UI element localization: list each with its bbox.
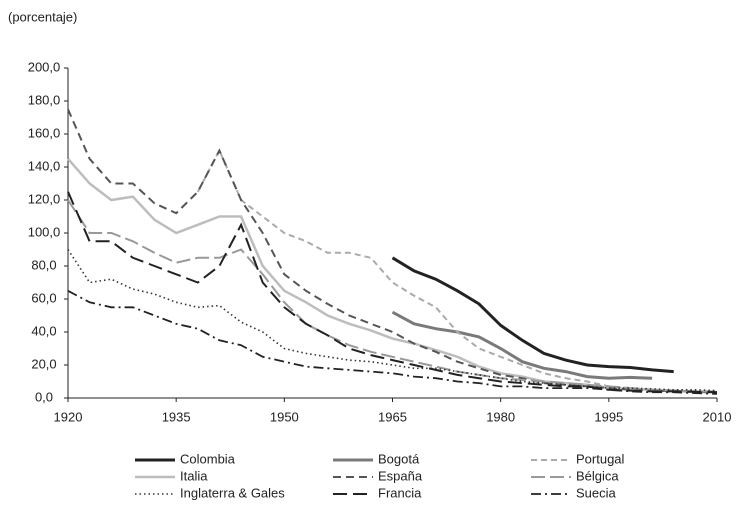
- series-line: [67, 108, 718, 394]
- series-line: [67, 199, 717, 393]
- series-line: [196, 148, 718, 395]
- x-tick-label: 2010: [703, 409, 732, 424]
- x-tick-label: 1950: [270, 409, 299, 424]
- legend-label: Italia: [180, 468, 208, 483]
- x-tick-label: 1920: [54, 409, 83, 424]
- y-tick-label: 160,0: [28, 125, 61, 140]
- y-tick-label: 80,0: [31, 257, 56, 272]
- x-tick-label: 1995: [594, 409, 623, 424]
- y-tick-label: 120,0: [28, 191, 61, 206]
- y-tick-label: 100,0: [28, 224, 61, 239]
- y-axis-label: (porcentaje): [8, 9, 77, 24]
- series-line: [67, 191, 718, 394]
- x-tick-label: 1980: [486, 409, 515, 424]
- y-tick-label: 140,0: [28, 158, 61, 173]
- legend-label: Inglaterra & Gales: [180, 485, 285, 500]
- x-tick-label: 1965: [378, 409, 407, 424]
- y-tick-label: 200,0: [28, 59, 61, 74]
- series-line: [67, 157, 718, 394]
- y-tick-label: 60,0: [31, 290, 56, 305]
- x-tick-label: 1935: [162, 409, 191, 424]
- series-line: [67, 249, 718, 392]
- series-line: [67, 290, 718, 395]
- series-line: [391, 310, 653, 380]
- legend-label: Francia: [378, 485, 422, 500]
- legend-label: Suecia: [576, 485, 617, 500]
- legend-label: Portugal: [576, 451, 625, 466]
- legend-label: España: [378, 468, 423, 483]
- y-tick-label: 180,0: [28, 92, 61, 107]
- series-line: [391, 256, 674, 374]
- legend-label: Bogotá: [378, 451, 420, 466]
- y-tick-label: 20,0: [31, 356, 56, 371]
- legend-label: Bélgica: [576, 468, 619, 483]
- y-tick-label: 40,0: [31, 323, 56, 338]
- legend-label: Colombia: [180, 451, 236, 466]
- y-tick-label: 0,0: [35, 389, 53, 404]
